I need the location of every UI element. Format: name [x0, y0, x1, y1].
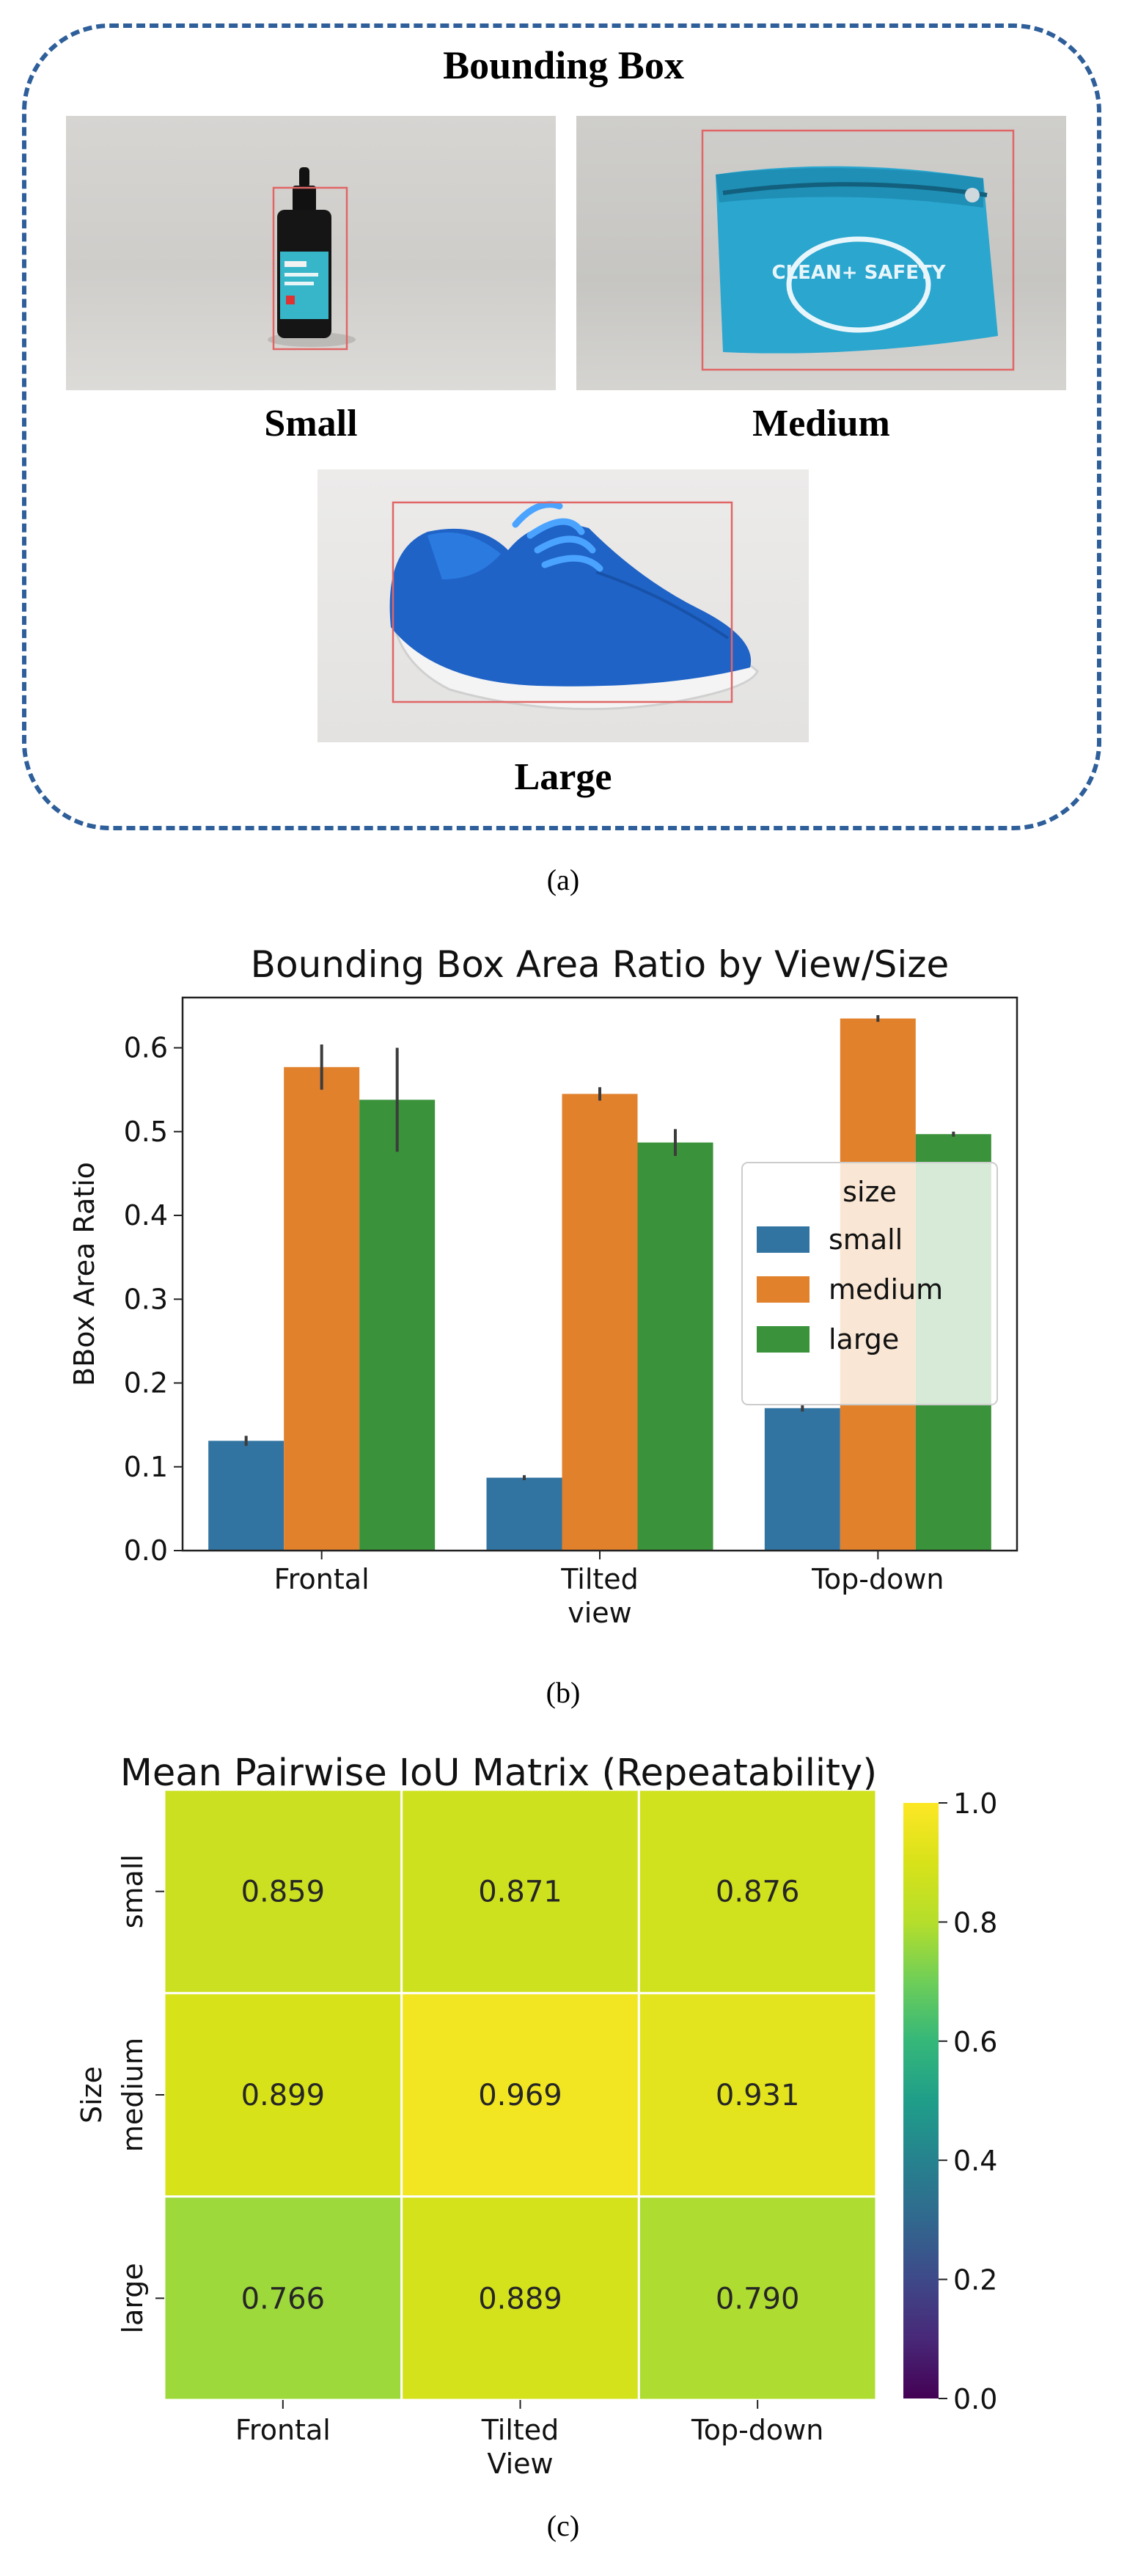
bar-small — [208, 1441, 284, 1551]
row-label-small: small — [117, 1854, 149, 1928]
plot-frame — [181, 996, 1018, 1552]
bar-large — [637, 1142, 713, 1551]
cell-value-label: 0.859 — [241, 1876, 326, 1909]
cell-value-label: 0.889 — [478, 2282, 562, 2316]
legend-label-small: small — [829, 1223, 903, 1256]
column-label: Frontal — [235, 2414, 331, 2446]
bar-small — [486, 1477, 562, 1551]
heatmap-cell — [637, 1790, 878, 1994]
heatmap-cell — [400, 2195, 640, 2401]
heatmap-chart: 0.859 0.871 0.876 small 0.899 0.969 0.931 mediu… — [76, 1790, 997, 2480]
colorbar-tick-label: 0.4 — [953, 2145, 997, 2177]
caption-c: (c) — [546, 2509, 580, 2542]
y-axis-label: BBox Area Ratio — [68, 1162, 100, 1386]
x-tick-label: Top-down — [811, 1563, 944, 1595]
y-tick-label: 0.1 — [124, 1451, 168, 1483]
photo-medium-pouch: CLEAN+ SAFETY — [576, 116, 1066, 390]
legend-swatch-small — [757, 1226, 810, 1253]
y-tick-label: 0.5 — [124, 1116, 168, 1148]
pouch-logo-text: CLEAN+ SAFETY — [771, 262, 946, 284]
heatmap-cell — [400, 1991, 640, 2198]
bar-small — [764, 1408, 840, 1551]
y-tick-label: 0.2 — [124, 1367, 168, 1399]
panel-a-title: Bounding Box — [443, 43, 684, 87]
label-medium: Medium — [752, 403, 890, 444]
heatmap-cell — [637, 2195, 878, 2401]
legend-swatch-medium — [757, 1276, 810, 1303]
legend-title: size — [843, 1176, 897, 1208]
y-tick-label: 0.4 — [124, 1199, 168, 1232]
column-label: Tilted View — [481, 2414, 559, 2480]
heatmap-cell — [163, 2195, 403, 2401]
dashed-frame — [22, 23, 1101, 830]
heatmap-title: Mean Pairwise IoU Matrix (Repeatability) — [120, 1752, 878, 1795]
colorbar-tick-label: 0.0 — [953, 2383, 997, 2415]
bar-large — [359, 1099, 436, 1551]
row-label-medium: medium — [117, 2038, 149, 2152]
bar-medium — [562, 1094, 638, 1551]
y-tick-label: 0.0 — [124, 1534, 168, 1567]
heatmap-cell — [400, 1790, 640, 1994]
x-tick-label: Frontal — [274, 1563, 370, 1595]
colorbar-tick-label: 0.6 — [953, 2026, 997, 2058]
column-label: Top-down — [691, 2414, 823, 2446]
cell-value-label: 0.790 — [716, 2282, 800, 2316]
label-large: Large — [514, 756, 612, 798]
row-label-large: large — [117, 2263, 149, 2333]
cell-value-label: 0.969 — [478, 2079, 562, 2112]
y-axis-label: Size — [76, 2066, 108, 2123]
cell-value-label: 0.766 — [241, 2282, 326, 2316]
legend: size small medium large — [741, 1162, 998, 1405]
bar-chart-title: Bounding Box Area Ratio by View/Size — [250, 943, 950, 986]
colorbar-tick-label: 0.2 — [953, 2264, 997, 2297]
colorbar-tick-label: 1.0 — [953, 1790, 997, 1820]
bar-medium — [284, 1066, 360, 1551]
cell-value-label: 0.871 — [478, 1876, 562, 1909]
x-tick-label: Tilted view — [560, 1563, 639, 1629]
cell-value-label: 0.899 — [241, 2079, 326, 2112]
y-tick-label: 0.6 — [124, 1032, 168, 1064]
colorbar — [903, 1803, 939, 2398]
legend-label-medium: medium — [829, 1273, 943, 1306]
caption-a: (a) — [546, 863, 580, 896]
photo-small-bottle — [66, 116, 556, 390]
legend-swatch-large — [757, 1326, 810, 1353]
heatmap-cell — [637, 1991, 878, 2198]
legend-label-large: large — [829, 1323, 899, 1355]
bar-chart: 0.0 0.1 0.2 0.3 0.4 0.5 0.6 Frontal Tilted view To… — [68, 996, 1018, 1629]
label-small: Small — [264, 403, 358, 444]
y-tick-label: 0.3 — [124, 1283, 168, 1315]
colorbar-tick-label: 0.8 — [953, 1906, 997, 1939]
cell-value-label: 0.876 — [716, 1876, 800, 1909]
caption-b: (b) — [546, 1676, 581, 1709]
cell-value-label: 0.931 — [716, 2079, 800, 2112]
photo-large-shoe — [317, 469, 809, 742]
